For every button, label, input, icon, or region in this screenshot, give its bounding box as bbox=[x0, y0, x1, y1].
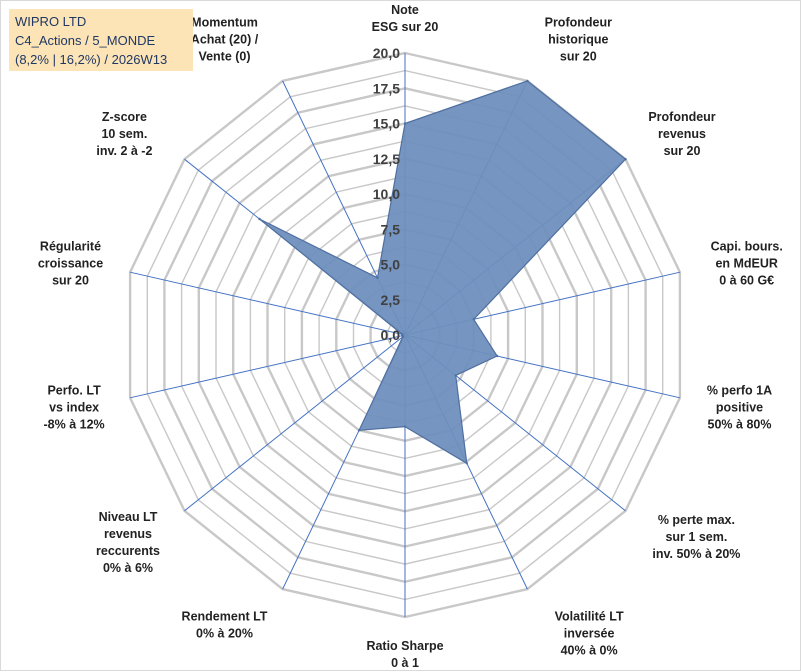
tick-label: 0,0 bbox=[381, 327, 401, 343]
axis-label-line: Profondeur bbox=[545, 16, 612, 30]
series-point bbox=[403, 425, 407, 428]
axis-label: Note ESG sur 20 bbox=[372, 3, 439, 34]
tick-label: 5,0 bbox=[381, 257, 401, 273]
axis-label-line: revenus bbox=[658, 127, 706, 141]
axis-label-line: 10 sem. bbox=[101, 127, 147, 141]
axis-label-line: % perte max. bbox=[658, 513, 735, 527]
axis-label-line: 0% à 6% bbox=[103, 561, 153, 575]
axis-label: % perte max. sur 1 sem. inv. 50% à 20% bbox=[652, 513, 740, 561]
axis-label: Profondeur historique sur 20 bbox=[545, 16, 612, 64]
axis-label: Momentum Achat (20) / Vente (0) bbox=[191, 16, 259, 64]
axis-label-line: inversée bbox=[564, 627, 615, 641]
axis-label-line: sur 20 bbox=[560, 50, 597, 64]
series-point bbox=[495, 354, 499, 358]
axis-label-line: en MdEUR bbox=[715, 257, 778, 271]
tick-label: 2,5 bbox=[381, 292, 401, 308]
tick-label: 15,0 bbox=[373, 116, 400, 132]
tick-label: 12,5 bbox=[373, 151, 400, 167]
axis-label: Niveau LT revenus reccurents 0% à 6% bbox=[96, 510, 160, 575]
axis-label: Profondeur revenus sur 20 bbox=[648, 110, 715, 158]
axis-spoke bbox=[129, 334, 406, 399]
tick-label: 7,5 bbox=[381, 221, 401, 237]
title-period: (8,2% | 16,2%) / 2026W13 bbox=[15, 52, 168, 67]
axis-label-line: 40% à 0% bbox=[561, 644, 618, 658]
series-point bbox=[258, 217, 261, 221]
axis-label: Régularité croissance sur 20 bbox=[38, 240, 103, 288]
axis-label-line: positive bbox=[716, 401, 763, 415]
axis-label-line: 50% à 80% bbox=[708, 418, 772, 432]
axis-label-line: % perfo 1A bbox=[707, 384, 772, 398]
axis-label: % perfo 1A positive 50% à 80% bbox=[707, 384, 772, 432]
axis-label-line: Achat (20) / bbox=[191, 33, 259, 47]
axis-labels: Note ESG sur 20 Profondeur historique sur 20… bbox=[38, 3, 783, 670]
series-point bbox=[403, 122, 407, 125]
series-point bbox=[526, 79, 529, 83]
axis-spoke bbox=[184, 334, 406, 512]
title-company: WIPRO LTD bbox=[15, 14, 87, 29]
axis-label-line: Z-score bbox=[102, 110, 147, 124]
axis-label: Ratio Sharpe 0 à 1 bbox=[366, 639, 443, 670]
axis-label-line: Note bbox=[391, 3, 419, 17]
series-point bbox=[376, 276, 379, 279]
axis-label-line: -8% à 12% bbox=[44, 418, 105, 432]
series-point bbox=[624, 158, 627, 161]
series-area bbox=[259, 80, 627, 465]
axis-spoke bbox=[129, 271, 406, 336]
title-box: WIPRO LTD C4_Actions / 5_MONDE (8,2% | 1… bbox=[9, 9, 193, 71]
axis-label-line: Régularité bbox=[40, 240, 101, 254]
axis-label-line: 0% à 20% bbox=[196, 627, 253, 641]
series-layer bbox=[258, 79, 627, 465]
axis-label-line: Volatilité LT bbox=[555, 610, 624, 624]
axis-label-line: sur 20 bbox=[664, 144, 701, 158]
axis-label-line: Niveau LT bbox=[99, 510, 158, 524]
axis-label: Rendement LT 0% à 20% bbox=[182, 610, 268, 641]
series-point bbox=[357, 429, 361, 432]
axis-label-line: Vente (0) bbox=[198, 50, 250, 64]
axis-label: Volatilité LT inversée 40% à 0% bbox=[555, 610, 624, 658]
title-category: C4_Actions / 5_MONDE bbox=[15, 33, 156, 48]
axis-label-line: Profondeur bbox=[648, 110, 715, 124]
tick-label: 10,0 bbox=[373, 186, 400, 202]
axis-label: Z-score 10 sem. inv. 2 à -2 bbox=[96, 110, 152, 158]
axis-label-line: Rendement LT bbox=[182, 610, 268, 624]
axis-label-line: historique bbox=[548, 33, 608, 47]
axis-label-line: Perfo. LT bbox=[47, 384, 101, 398]
axis-label-line: vs index bbox=[49, 401, 99, 415]
series-point bbox=[472, 318, 475, 321]
series-point bbox=[465, 462, 468, 465]
axis-label: Perfo. LT vs index -8% à 12% bbox=[44, 384, 105, 432]
series-point bbox=[401, 333, 404, 336]
axis-label-line: Momentum bbox=[191, 16, 258, 30]
axis-label-line: inv. 50% à 20% bbox=[652, 547, 740, 561]
axis-label-line: Ratio Sharpe bbox=[366, 639, 443, 653]
axis-label-line: Capi. bours. bbox=[711, 240, 783, 254]
axis-label-line: 0 à 60 G€ bbox=[719, 274, 774, 288]
axis-label-line: 0 à 1 bbox=[391, 656, 419, 670]
axis-label-line: ESG sur 20 bbox=[372, 20, 439, 34]
axis-label-line: revenus bbox=[104, 527, 152, 541]
series-point bbox=[454, 374, 457, 377]
axis-label-line: croissance bbox=[38, 257, 103, 271]
tick-labels: 0,0 2,5 5,0 7,5 10,0 12,5 15,0 17,5 20,0 bbox=[373, 45, 400, 343]
tick-label: 17,5 bbox=[373, 80, 400, 96]
axis-label-line: inv. 2 à -2 bbox=[96, 144, 152, 158]
axis-label-line: reccurents bbox=[96, 544, 160, 558]
axis-label-line: sur 20 bbox=[52, 274, 89, 288]
axis-label-line: sur 1 sem. bbox=[665, 530, 727, 544]
axis-label: Capi. bours. en MdEUR 0 à 60 G€ bbox=[711, 240, 783, 288]
tick-label: 20,0 bbox=[373, 45, 400, 61]
